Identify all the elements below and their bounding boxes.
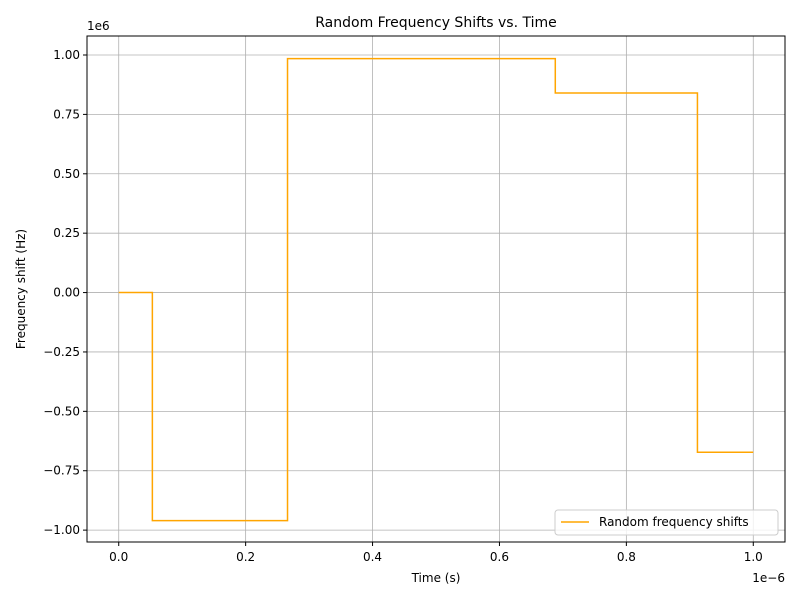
y-tick-label: −0.50 xyxy=(43,404,80,418)
ticks: 0.0 0.2 0.4 0.6 0.8 1.0 −1.00 −0.75 −0.50 −0.25 0.… xyxy=(43,48,763,564)
x-tick-label: 0.6 xyxy=(490,550,509,564)
grid xyxy=(87,36,785,542)
x-tick-label: 1.0 xyxy=(744,550,763,564)
y-axis-offset-text: 1e6 xyxy=(87,19,110,33)
y-tick-label: −0.25 xyxy=(43,345,80,359)
legend-label: Random frequency shifts xyxy=(599,515,749,529)
x-tick-label: 0.0 xyxy=(109,550,128,564)
x-tick-label: 0.4 xyxy=(363,550,382,564)
plot-area-frame xyxy=(86,35,786,543)
y-tick-label: 0.75 xyxy=(53,107,80,121)
x-axis-label: Time (s) xyxy=(411,571,461,585)
chart-title: Random Frequency Shifts vs. Time xyxy=(315,15,557,31)
y-tick-label: 0.00 xyxy=(53,286,80,300)
series-line xyxy=(118,57,754,522)
plot-lines xyxy=(118,57,754,522)
x-tick-label: 0.2 xyxy=(236,550,255,564)
y-tick-label: 1.00 xyxy=(53,48,80,62)
x-axis-offset-text: 1e−6 xyxy=(752,571,785,585)
y-tick-label: −0.75 xyxy=(43,464,80,478)
y-tick-label: 0.25 xyxy=(53,226,80,240)
legend: Random frequency shifts xyxy=(554,509,779,536)
legend-box xyxy=(554,509,779,536)
x-tick-label: 0.8 xyxy=(617,550,636,564)
y-tick-label: 0.50 xyxy=(53,167,80,181)
y-tick-label: −1.00 xyxy=(43,523,80,537)
y-axis-label: Frequency shift (Hz) xyxy=(14,229,28,349)
